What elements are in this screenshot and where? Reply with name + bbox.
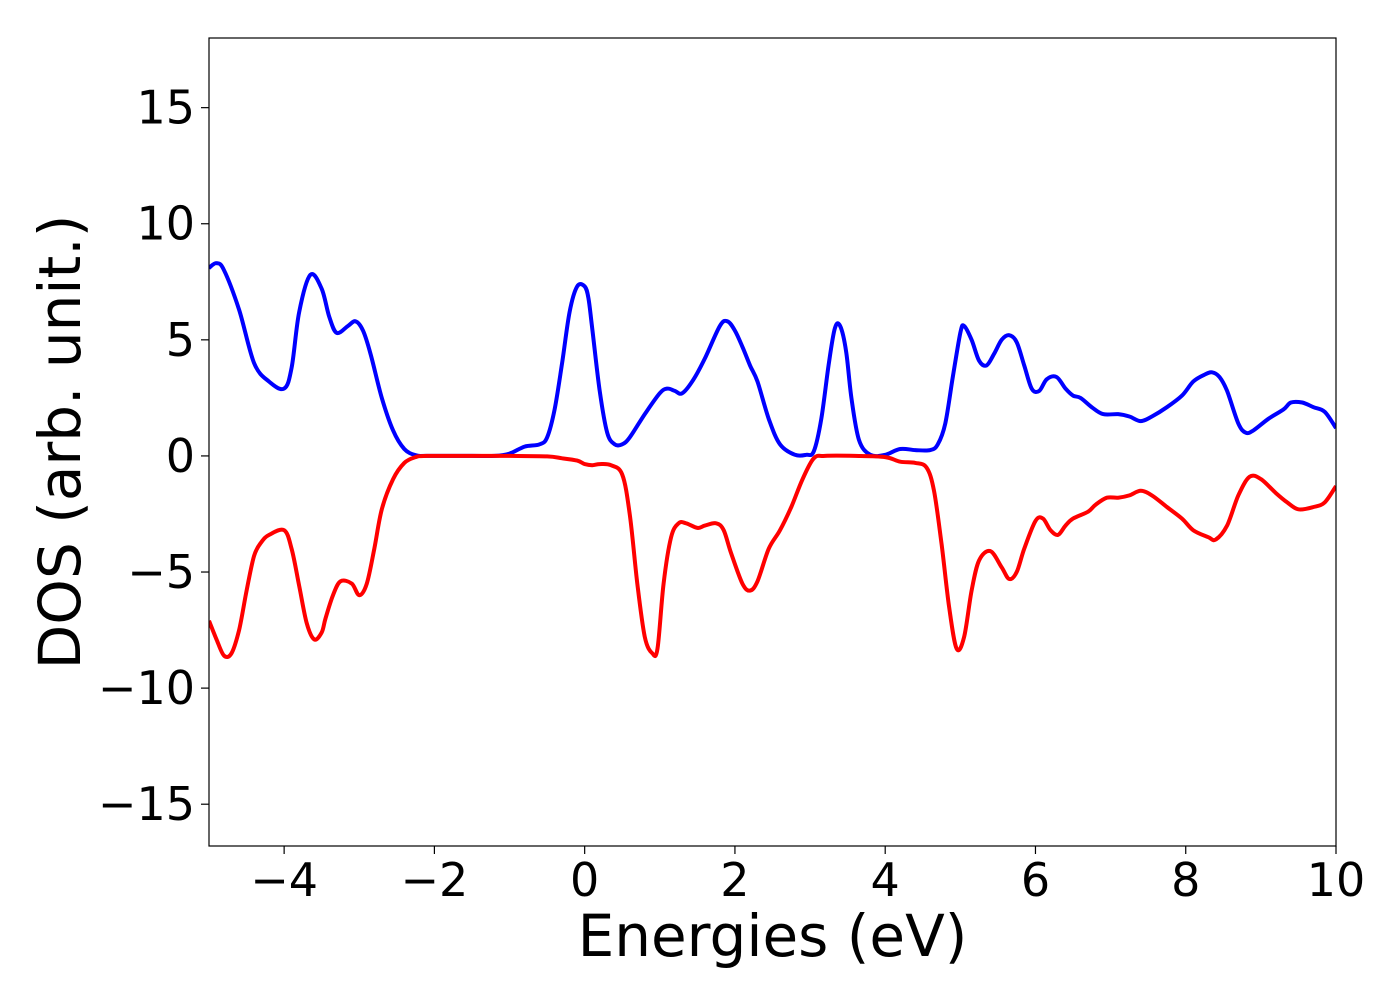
y-axis: −15 −10 −5 0 5 10 15 (98, 81, 209, 831)
x-tick-label: 8 (1171, 853, 1200, 907)
x-tick-label: 4 (871, 853, 900, 907)
plot-frame (208, 37, 1337, 847)
x-tick-label: 6 (1021, 853, 1050, 907)
x-tick-label: 2 (720, 853, 749, 907)
series-line-1 (209, 453, 1336, 659)
x-tick-label: −4 (250, 853, 318, 907)
y-axis-label: DOS (arb. unit.) (26, 215, 94, 670)
y-tick-label: −15 (98, 777, 195, 831)
y-tick-label: −10 (98, 661, 195, 715)
y-tick-label: −5 (127, 545, 195, 599)
series-line-0 (209, 261, 1336, 459)
y-tick-label: 10 (136, 197, 195, 251)
y-tick-label: 5 (166, 313, 195, 367)
y-tick-label: 15 (136, 81, 195, 135)
x-axis: −4 −2 0 2 4 6 8 10 (250, 846, 1365, 907)
x-tick-label: −2 (400, 853, 468, 907)
y-tick-label: 0 (166, 429, 195, 483)
x-tick-label: 10 (1307, 853, 1366, 907)
x-axis-label: Energies (eV) (578, 902, 968, 970)
x-tick-label: 0 (570, 853, 599, 907)
series-layer (209, 261, 1336, 659)
